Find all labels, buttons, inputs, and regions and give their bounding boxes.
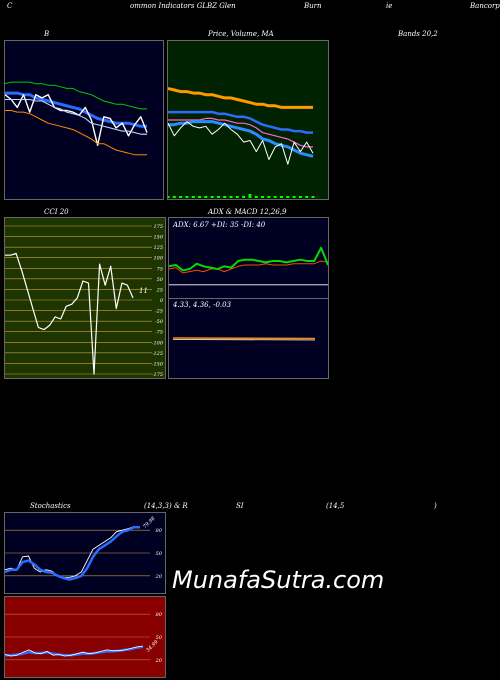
- rsi-tick-label: 50: [156, 635, 163, 641]
- volume-bar: [204, 196, 208, 198]
- rsi-title-fragment: SI: [236, 502, 244, 510]
- stoch-title: Stochastics: [30, 502, 71, 510]
- adx-panel: ADX: 6.67 +DI: 35 -DI: 40: [168, 217, 329, 299]
- macd-readout: 4.33, 4.36, -0.03: [173, 301, 232, 309]
- macd-chart: [169, 299, 328, 378]
- rsi-tick-label: 80: [156, 612, 163, 618]
- price-chart: [168, 41, 328, 199]
- volume-bar: [191, 196, 195, 198]
- bands-chart: [5, 41, 163, 199]
- price-ma-line: [168, 120, 314, 158]
- volume-bar: [198, 196, 202, 198]
- volume-bar: [248, 194, 252, 198]
- rsi-params-close: ): [434, 502, 437, 510]
- volume-bar: [168, 196, 170, 198]
- volume-bar: [267, 196, 271, 198]
- bands-series-line: [5, 91, 147, 128]
- stoch-tick-label: 50: [156, 551, 163, 557]
- header-fragment-ie: ie: [386, 2, 393, 10]
- panel-background: [169, 218, 328, 298]
- cci-tick-label: -25: [155, 309, 163, 315]
- bands-title-fragment: B: [44, 30, 50, 38]
- price-ma-title: Price, Volume, MA: [208, 30, 274, 38]
- cci-tick-label: 0: [160, 298, 164, 304]
- volume-bar: [298, 196, 302, 198]
- volume-bar: [172, 196, 176, 198]
- cci-tick-label: -150: [152, 361, 164, 367]
- stoch-panel: 80 50 20 79.98: [4, 512, 166, 594]
- stoch-tick-label: 20: [155, 574, 163, 580]
- cci-tick-label: -75: [155, 330, 163, 336]
- volume-bar: [179, 196, 183, 198]
- panel-background: [5, 218, 165, 378]
- volume-bar: [261, 196, 265, 198]
- price-ma-line: [168, 86, 313, 109]
- volume-bar: [229, 196, 233, 198]
- cci-title: CCI 20: [44, 208, 69, 216]
- cci-tail-label: 11: [139, 287, 148, 295]
- adx-readout: ADX: 6.67 +DI: 35 -DI: 40: [173, 221, 266, 229]
- adx-chart: [169, 218, 328, 298]
- volume-bar: [242, 196, 246, 198]
- cci-tick-label: 125: [153, 245, 163, 251]
- rsi-panel: 80 50 20 34.99: [4, 596, 166, 678]
- bands-series-line: [5, 81, 147, 110]
- volume-bar: [235, 196, 239, 198]
- cci-tick-label: -125: [152, 351, 163, 357]
- header-fragment-c: C: [7, 2, 13, 10]
- volume-bar: [273, 196, 277, 198]
- header-fragment-burn: Burn: [304, 2, 322, 10]
- rsi-line: [5, 645, 144, 657]
- macd-panel: 4.33, 4.36, -0.03: [168, 298, 329, 379]
- stoch-d-line: [5, 525, 140, 581]
- price-ma-line: [168, 117, 313, 148]
- cci-tick-label: -175: [152, 372, 163, 378]
- bands-panel: [4, 40, 164, 200]
- header-fragment-common-indicators: ommon Indicators GLBZ Glen: [130, 2, 236, 10]
- watermark: MunafaSutra.com: [172, 566, 385, 594]
- price-ma-line: [168, 110, 313, 134]
- price-panel: [167, 40, 329, 200]
- macd-line: [172, 339, 316, 341]
- volume-bar: [286, 196, 290, 198]
- cci-panel: 175 150 125 100 75 50 25 0 -25 -50 -75 -100 -125 -150…: [4, 217, 166, 379]
- volume-bar: [223, 196, 227, 198]
- volume-bar: [254, 196, 258, 198]
- volume-bar: [311, 196, 315, 198]
- macd-signal-line: [172, 337, 316, 340]
- volume-bar: [216, 196, 220, 198]
- bands-series-line: [5, 94, 148, 146]
- cci-tick-label: 150: [153, 235, 163, 241]
- bands-value-title: Bands 20,2: [398, 30, 438, 38]
- stoch-tick-label: 80: [156, 528, 163, 534]
- volume-bar: [210, 196, 214, 198]
- cci-tick-label: 75: [157, 266, 163, 272]
- cci-line: [5, 252, 134, 375]
- volume-bar: [305, 196, 309, 198]
- stoch-k-line: [5, 525, 140, 578]
- cci-tick-label: 25: [156, 287, 163, 293]
- volume-bar: [279, 196, 283, 198]
- stoch-params: (14,3,3) & R: [144, 502, 188, 510]
- rsi-tick-label: 20: [155, 658, 163, 664]
- cci-tick-label: -100: [152, 340, 164, 346]
- cci-tick-label: 50: [157, 277, 164, 283]
- price-line: [168, 121, 314, 165]
- adx-macd-title: ADX & MACD 12,26,9: [208, 208, 287, 216]
- cci-tick-label: 175: [153, 224, 163, 230]
- adx-plus-di-line: [169, 246, 328, 272]
- bands-series-line: [5, 99, 147, 135]
- panel-background: [5, 41, 163, 199]
- bands-series-line: [5, 110, 147, 156]
- volume-bar: [292, 196, 296, 198]
- adx-minus-di-line: [169, 260, 328, 274]
- cci-chart: 175 150 125 100 75 50 25 0 -25 -50 -75 -100 -125 -150…: [5, 218, 165, 378]
- cci-tick-label: -50: [155, 319, 164, 325]
- volume-bar: [185, 196, 189, 198]
- header-fragment-bancorp: Bancorp: [470, 2, 500, 10]
- cci-tick-label: 100: [153, 256, 163, 262]
- rsi-params: (14,5: [326, 502, 345, 510]
